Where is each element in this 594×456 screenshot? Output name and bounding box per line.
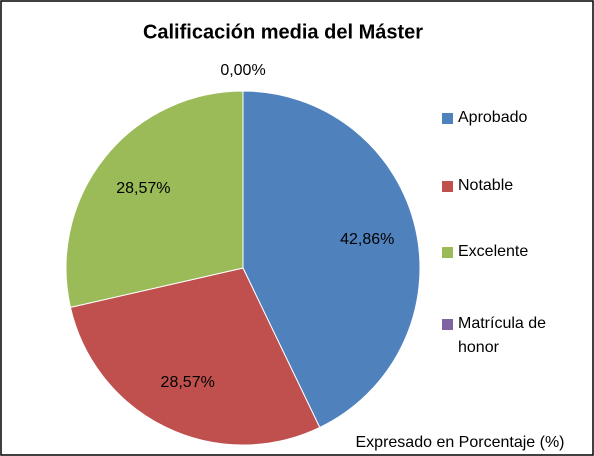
pie-slice <box>65 90 244 308</box>
annotation: Expresado en Porcentaje (%) <box>356 434 565 451</box>
data-label: 42,86% <box>340 231 394 248</box>
data-label: 28,57% <box>161 374 215 391</box>
pie-slice <box>242 90 421 429</box>
legend-label: Aprobado <box>458 109 528 126</box>
legend-item: Aprobado <box>442 106 582 130</box>
legend-item: Excelente <box>442 240 582 264</box>
legend-label: Excelente <box>458 243 529 260</box>
legend-swatch <box>442 113 453 124</box>
legend-item: Notable <box>442 174 582 198</box>
data-label: 28,57% <box>116 180 170 197</box>
legend-swatch <box>442 181 453 192</box>
chart-title: Calificación media del Máster <box>143 21 423 43</box>
legend-label: Notable <box>458 177 514 194</box>
data-label: 0,00% <box>220 62 265 79</box>
legend-swatch <box>442 247 453 258</box>
legend-item: Matrícula de honor <box>442 312 582 360</box>
pie-slice <box>69 267 321 446</box>
legend-swatch <box>442 319 453 330</box>
legend-label: Matrícula de honor <box>458 315 547 356</box>
